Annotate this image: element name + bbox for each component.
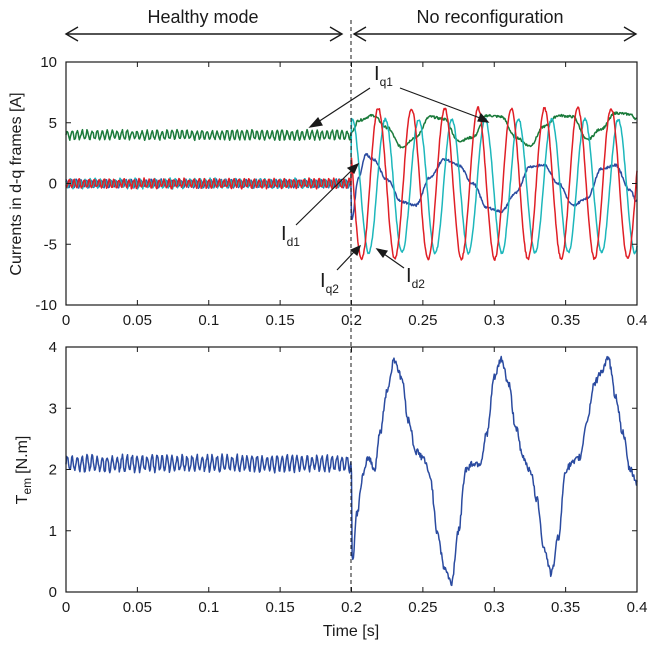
y-tick-label: 4 [49,339,57,356]
x-tick-label: 0.1 [198,599,219,616]
iq1-arrowhead-right [477,112,490,123]
iq1-arrow-left [317,87,371,123]
x-tick-label: 0.4 [627,312,648,329]
y-tick-label: 2 [49,462,57,479]
y-tick-label: 0 [49,584,57,601]
y-tick-label: 10 [40,54,57,71]
torque-panel: 0 0.05 0.1 0.15 0.2 0.25 0.3 0.35 0.4 4 3 2 1 0 Tem[N… [14,339,647,640]
iq1-label: Iq1 [374,63,393,89]
series-tem [65,355,638,587]
iq1-arrowhead-left [308,116,323,128]
x-tick-label: 0.2 [341,312,362,329]
id1-label: Id1 [281,223,300,249]
x-tick-label: 0.35 [551,312,580,329]
series-id2 [65,106,638,261]
y-tick-label: 5 [49,115,57,132]
x-tick-label: 0.05 [123,599,152,616]
y-tick-label: -5 [44,236,57,253]
y-tick-label: 3 [49,400,57,417]
y-tick-label: 1 [49,523,57,540]
time-axis-label: Time [s] [323,623,379,640]
x-tick-label: 0.35 [551,599,580,616]
iq2-label: Iq2 [320,270,339,296]
x-tick-label: 0.3 [484,599,505,616]
iq2-arrow [336,251,355,271]
currents-y-axis-label: Currents in d-q frames [A] [8,92,25,275]
x-tick-label: 0.15 [266,599,295,616]
y-tick-label: 0 [49,176,57,193]
x-tick-label: 0.4 [627,599,648,616]
iq2-arrowhead [349,244,361,257]
id1-arrowhead [346,162,360,174]
x-tick-label: 0.1 [198,312,219,329]
current-annotations: Iq1 Id1 Iq2 Id2 [281,63,490,296]
x-tick-label: 0.15 [266,312,295,329]
x-tick-label: 0.05 [123,312,152,329]
x-tick-label: 0 [62,599,70,616]
x-tick-label: 0 [62,312,70,329]
x-tick-label: 0.25 [408,312,437,329]
y-tick-label: -10 [35,297,57,314]
x-tick-label: 0.3 [484,312,505,329]
torque-y-axis-label: Tem[N.m] [14,436,34,505]
id2-arrow [383,253,405,269]
healthy-mode-arrow [64,26,344,42]
no-reconfiguration-label: No reconfiguration [416,7,563,27]
id1-arrow [295,169,353,226]
healthy-mode-label: Healthy mode [147,7,258,27]
id2-arrowhead [375,248,388,259]
id2-label: Id2 [406,265,425,291]
iq1-arrow-right [399,87,481,119]
no-reconfiguration-arrow [352,26,638,42]
x-tick-label: 0.25 [408,599,437,616]
x-tick-label: 0.2 [341,599,362,616]
